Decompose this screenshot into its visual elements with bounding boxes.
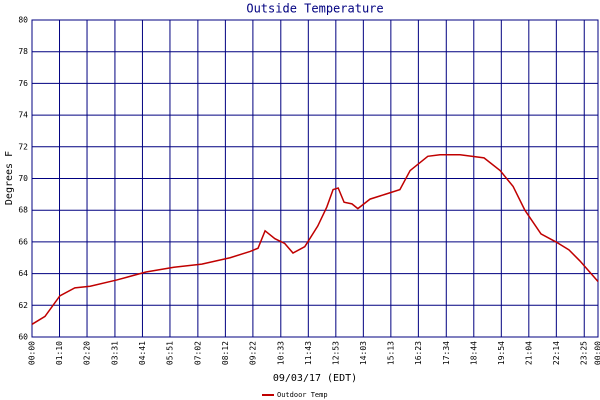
y-tick-label: 74 (18, 111, 28, 120)
y-axis-label: Degrees F (4, 151, 15, 205)
x-tick-label: 07:02 (193, 341, 202, 365)
x-tick-label: 08:12 (221, 341, 230, 365)
x-axis-label: 09/03/17 (EDT) (273, 373, 357, 384)
x-tick-label: 09:22 (248, 341, 257, 365)
x-tick-label: 16:23 (414, 341, 423, 365)
y-tick-label: 68 (18, 206, 28, 215)
y-tick-label: 72 (18, 142, 28, 151)
x-tick-label: 05:51 (165, 341, 174, 365)
y-tick-label: 80 (18, 16, 28, 25)
x-tick-label: 00:00 (28, 341, 37, 365)
x-tick-label: 04:41 (138, 341, 147, 365)
x-tick-label: 23:25 (580, 341, 589, 365)
x-tick-label: 21:04 (524, 341, 533, 365)
chart-title: Outside Temperature (246, 2, 383, 16)
x-tick-label: 15:13 (386, 341, 395, 365)
x-tick-label: 01:10 (55, 341, 64, 365)
y-tick-label: 70 (18, 174, 28, 183)
y-tick-label: 78 (18, 47, 28, 56)
x-tick-label: 10:33 (276, 341, 285, 365)
x-tick-label: 14:03 (359, 341, 368, 365)
x-tick-label: 12:53 (331, 341, 340, 365)
x-tick-label: 03:31 (110, 341, 119, 365)
y-tick-label: 62 (18, 301, 28, 310)
x-tick-label: 00:00 (594, 341, 600, 365)
y-tick-label: 60 (18, 333, 28, 342)
x-tick-label: 19:54 (497, 341, 506, 365)
x-tick-label: 22:14 (552, 341, 561, 365)
y-tick-label: 64 (18, 269, 28, 278)
y-tick-label: 66 (18, 237, 28, 246)
data-line (31, 153, 599, 325)
legend-label: Outdoor Temp (277, 391, 328, 399)
x-tick-label: 17:34 (442, 341, 451, 365)
x-tick-label: 18:44 (469, 341, 478, 365)
x-tick-label: 11:43 (304, 341, 313, 365)
y-tick-label: 76 (18, 79, 28, 88)
x-tick-label: 02:20 (83, 341, 92, 365)
